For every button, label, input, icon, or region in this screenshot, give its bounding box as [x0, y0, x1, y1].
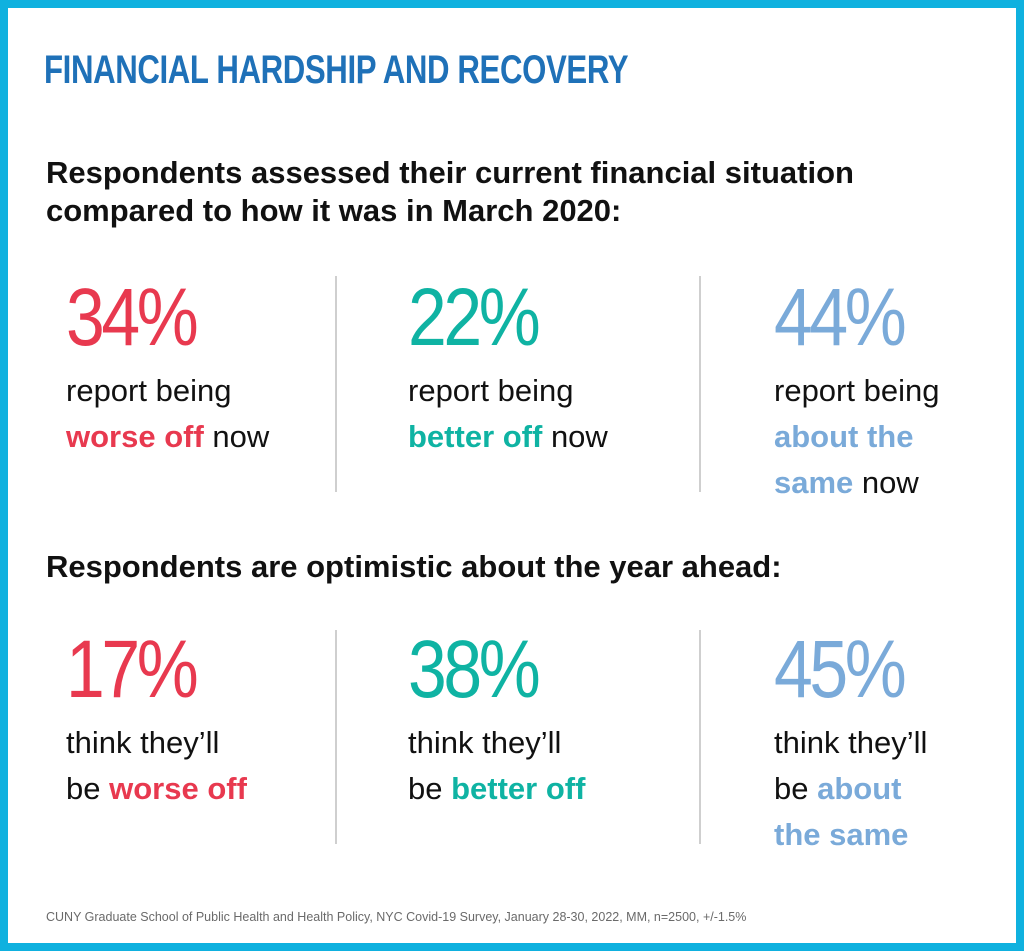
desc-line-1: report being: [408, 373, 574, 408]
desc-line-2: be about: [774, 766, 927, 812]
stat-value: 22%: [408, 272, 541, 363]
stat-description: report being worse off now: [66, 368, 269, 460]
section-1-heading-line-1: Respondents assessed their current finan…: [46, 155, 854, 190]
desc-line-2: worse off now: [66, 414, 269, 460]
desc-line-2: be worse off: [66, 766, 247, 812]
stat-description: report being about the same now: [774, 368, 939, 506]
stat-value: 17%: [66, 624, 199, 715]
desc-line-1: report being: [774, 373, 940, 408]
divider: [335, 630, 337, 844]
desc-prefix: be: [774, 771, 818, 806]
stat-better-now: 22% report being better off now: [408, 276, 608, 460]
highlight-worse-off: worse off: [109, 771, 247, 806]
desc-suffix: now: [542, 419, 608, 454]
desc-line-1: think they’ll: [66, 725, 220, 760]
stat-same-now: 44% report being about the same now: [774, 276, 939, 506]
divider: [335, 276, 337, 492]
stat-worse-ahead: 17% think they’ll be worse off: [66, 628, 247, 812]
desc-line-1: report being: [66, 373, 232, 408]
divider: [699, 276, 701, 492]
highlight-about: about: [817, 771, 902, 806]
desc-prefix: be: [66, 771, 110, 806]
stat-value: 44%: [774, 272, 907, 363]
divider: [699, 630, 701, 844]
stat-same-ahead: 45% think they’ll be about the same: [774, 628, 927, 858]
desc-prefix: be: [408, 771, 452, 806]
highlight-better-off: better off: [451, 771, 586, 806]
desc-line-2: better off now: [408, 414, 608, 460]
source-note: CUNY Graduate School of Public Health an…: [46, 910, 747, 924]
desc-suffix: now: [853, 465, 919, 500]
stat-description: think they’ll be better off: [408, 720, 585, 812]
highlight-about-the: about the: [774, 419, 914, 454]
highlight-worse-off: worse off: [66, 419, 204, 454]
desc-line-1: think they’ll: [408, 725, 562, 760]
stat-worse-now: 34% report being worse off now: [66, 276, 269, 460]
desc-line-2: be better off: [408, 766, 585, 812]
desc-suffix: now: [203, 419, 270, 454]
stat-description: think they’ll be worse off: [66, 720, 247, 812]
highlight-better-off: better off: [408, 419, 543, 454]
stat-better-ahead: 38% think they’ll be better off: [408, 628, 585, 812]
section-1-heading: Respondents assessed their current finan…: [46, 154, 854, 230]
highlight-the-same: the same: [774, 817, 909, 852]
section-1-heading-line-2: compared to how it was in March 2020:: [46, 193, 622, 228]
desc-line-1: think they’ll: [774, 725, 928, 760]
stat-description: report being better off now: [408, 368, 608, 460]
highlight-same: same: [774, 465, 854, 500]
stat-value: 38%: [408, 624, 541, 715]
page-title: FINANCIAL HARDSHIP AND RECOVERY: [44, 48, 629, 92]
stat-value: 45%: [774, 624, 907, 715]
stat-description: think they’ll be about the same: [774, 720, 927, 858]
desc-line-3: same now: [774, 460, 939, 506]
stat-value: 34%: [66, 272, 199, 363]
section-2-heading: Respondents are optimistic about the yea…: [46, 549, 782, 584]
